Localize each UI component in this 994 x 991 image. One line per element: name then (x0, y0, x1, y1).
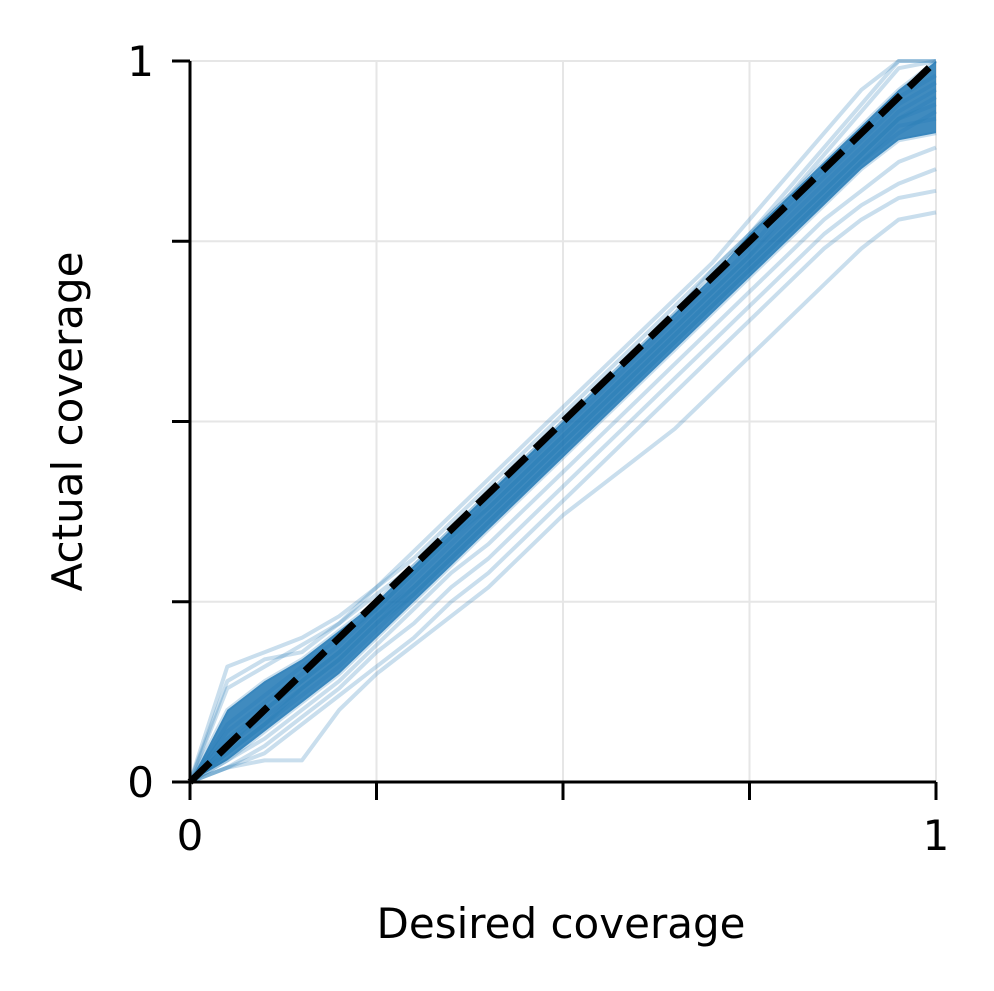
x-axis-title: Desired coverage (377, 899, 746, 948)
y-axis-title: Actual coverage (43, 252, 92, 592)
x-tick-label-0: 0 (177, 811, 204, 860)
coverage-curve-8 (188, 145, 937, 784)
x-tick-label-4: 1 (923, 811, 950, 860)
coverage-curve-10 (189, 188, 937, 784)
y-tick-label-4: 1 (127, 37, 154, 86)
ideal-diagonal-line (187, 58, 939, 785)
ticks: 0 1 0 1 (127, 37, 949, 860)
coverage-curve-12 (188, 59, 936, 783)
coverage-curve-11 (189, 210, 937, 784)
y-tick-label-0: 0 (127, 758, 154, 807)
coverage-curve-9 (189, 167, 937, 784)
